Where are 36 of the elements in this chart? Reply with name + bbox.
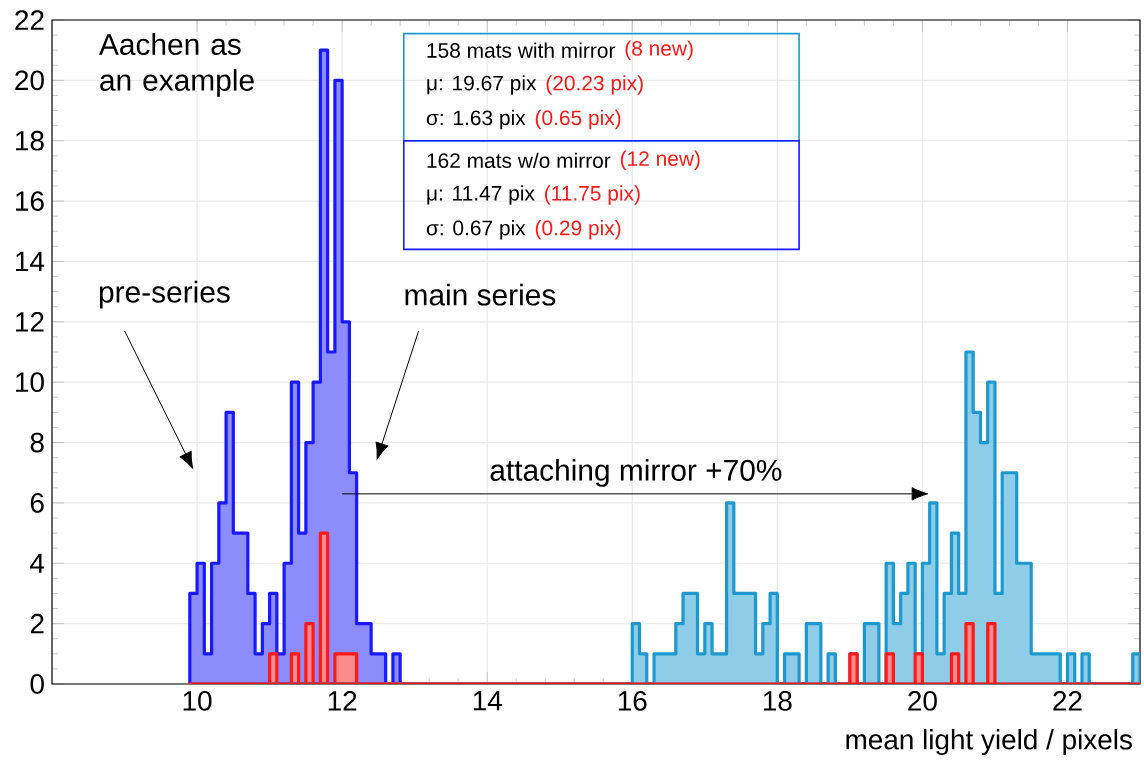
annotation: σ: 1.63 pix (426, 109, 526, 130)
annotation: 158 mats with mirror (427, 42, 616, 58)
x-tick-label: 18 (763, 691, 792, 711)
annotation: Aachen as an example (99, 33, 254, 97)
annotation: attaching mirror +70% (490, 458, 782, 487)
x-tick-label: 14 (473, 691, 502, 711)
x-tick-label: 16 (618, 691, 647, 711)
y-tick-label: 2 (30, 613, 44, 634)
annotation: (8 new) (625, 40, 693, 60)
x-tick-label: 22 (1053, 691, 1082, 711)
annotation: σ: 0.67 pix (426, 220, 526, 240)
y-tick-label: 10 (16, 372, 44, 393)
y-tick-label: 16 (16, 191, 44, 211)
annotation: pre-series (99, 280, 230, 309)
x-axis-title: mean light yield / pixels (846, 729, 1132, 756)
x-tick-label: 12 (328, 691, 357, 711)
x-tick-label: 20 (908, 691, 937, 711)
y-tick-label: 6 (30, 493, 44, 513)
annotation: (20.23 pix) (546, 75, 643, 95)
y-tick-label: 14 (16, 251, 45, 272)
y-tick-label: 22 (15, 10, 44, 30)
annotation: (11.75 pix) (545, 185, 640, 205)
annotation: (0.65 pix) (535, 109, 621, 130)
annotation: μ: 19.67 pix (427, 75, 537, 95)
y-tick-label: 12 (16, 312, 44, 332)
annotation: (0.29 pix) (535, 220, 621, 240)
annotation: μ: 11.47 pix (427, 185, 535, 205)
annotation: (12 new) (620, 150, 700, 171)
y-tick-label: 18 (16, 130, 44, 151)
y-tick-label: 8 (30, 432, 44, 453)
annotation: 162 mats w/o mirror (427, 152, 611, 169)
annotation: main series (405, 283, 556, 306)
y-tick-label: 4 (30, 553, 45, 573)
y-tick-label: 20 (15, 70, 44, 91)
x-tick-label: 10 (183, 691, 212, 711)
y-tick-label: 0 (30, 674, 44, 694)
